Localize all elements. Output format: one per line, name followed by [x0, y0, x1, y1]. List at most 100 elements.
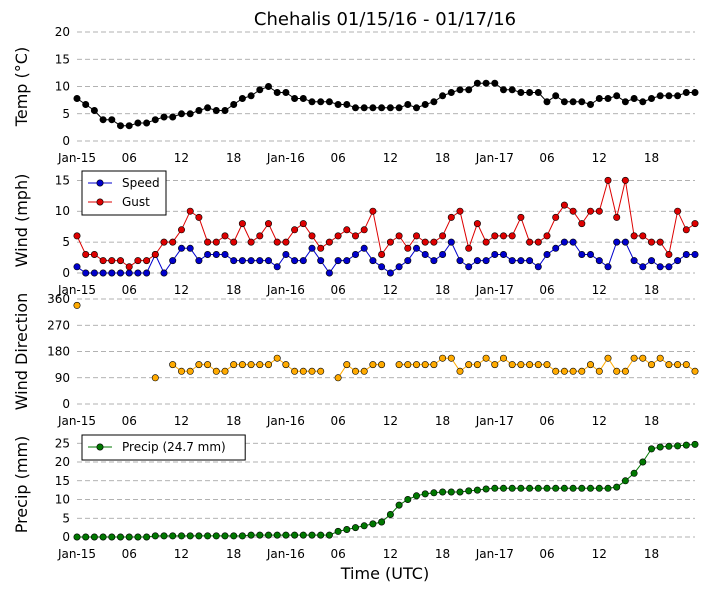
- y-tick-label: 0: [62, 397, 70, 411]
- data-point: [404, 257, 412, 265]
- data-point: [491, 232, 499, 240]
- data-point: [465, 244, 473, 252]
- y-tick-label: 0: [62, 266, 70, 280]
- data-point: [395, 232, 403, 240]
- y-tick-label: 15: [55, 474, 70, 488]
- data-point: [238, 95, 246, 103]
- data-point: [256, 531, 264, 539]
- x-tick-label: 18: [435, 283, 450, 297]
- data-point: [586, 484, 594, 492]
- data-point: [299, 367, 307, 375]
- data-point: [212, 367, 220, 375]
- data-point: [282, 251, 290, 259]
- x-tick-label: 12: [383, 414, 398, 428]
- data-point: [552, 244, 560, 252]
- data-point: [221, 251, 229, 259]
- data-point: [160, 238, 168, 246]
- data-point: [291, 367, 299, 375]
- data-point: [108, 257, 116, 265]
- data-point: [412, 232, 420, 240]
- data-point: [291, 257, 299, 265]
- data-point: [186, 532, 194, 540]
- data-point: [160, 269, 168, 277]
- data-point: [134, 533, 142, 541]
- data-point: [99, 116, 107, 124]
- data-point: [517, 213, 525, 221]
- data-point: [499, 251, 507, 259]
- series-0: [73, 238, 699, 277]
- data-point: [125, 122, 133, 130]
- data-point: [543, 98, 551, 106]
- data-point: [343, 101, 351, 109]
- x-tick-label: 06: [330, 283, 345, 297]
- data-point: [647, 257, 655, 265]
- data-point: [256, 232, 264, 240]
- data-point: [691, 220, 699, 228]
- data-point: [517, 89, 525, 97]
- data-point: [482, 485, 490, 493]
- data-point: [613, 238, 621, 246]
- panel-0: 0 5 10 15 20 Jan-15 06 12 18 Jan-16 06 12 18 Jan-17 06…: [12, 25, 699, 165]
- data-point: [386, 238, 394, 246]
- data-point: [169, 257, 177, 265]
- data-point: [552, 213, 560, 221]
- data-point: [586, 251, 594, 259]
- x-tick-label: Jan-16: [266, 547, 305, 561]
- x-tick-label: 12: [174, 547, 189, 561]
- x-tick-label: Jan-16: [266, 151, 305, 165]
- data-point: [656, 238, 664, 246]
- x-tick-label: Jan-17: [475, 283, 514, 297]
- data-point: [647, 361, 655, 369]
- data-point: [404, 244, 412, 252]
- data-point: [447, 238, 455, 246]
- data-point: [682, 441, 690, 449]
- x-tick-label: 06: [330, 547, 345, 561]
- data-point: [282, 89, 290, 97]
- data-point: [560, 484, 568, 492]
- data-point: [578, 484, 586, 492]
- x-tick-label: Jan-17: [475, 547, 514, 561]
- data-point: [665, 251, 673, 259]
- data-point: [334, 374, 342, 382]
- data-point: [569, 367, 577, 375]
- data-point: [517, 257, 525, 265]
- data-point: [534, 263, 542, 271]
- data-point: [273, 354, 281, 362]
- data-point: [378, 251, 386, 259]
- data-point: [308, 98, 316, 106]
- data-point: [264, 257, 272, 265]
- x-tick-label: 06: [122, 414, 137, 428]
- data-point: [151, 374, 159, 382]
- y-tick-label: 360: [47, 292, 70, 306]
- x-tick-label: 06: [330, 414, 345, 428]
- data-point: [665, 361, 673, 369]
- data-point: [117, 257, 125, 265]
- data-point: [665, 442, 673, 450]
- data-point: [613, 367, 621, 375]
- data-point: [639, 458, 647, 466]
- data-point: [343, 361, 351, 369]
- x-tick-label: 12: [592, 414, 607, 428]
- data-point: [90, 251, 98, 259]
- y-axis-label: Precip (mm): [12, 436, 31, 534]
- data-point: [230, 361, 238, 369]
- data-point: [647, 238, 655, 246]
- data-point: [221, 367, 229, 375]
- data-point: [578, 98, 586, 106]
- y-tick-label: 15: [55, 173, 70, 187]
- y-axis-label: Wind (mph): [12, 174, 31, 268]
- data-point: [256, 257, 264, 265]
- data-point: [351, 232, 359, 240]
- data-point: [473, 220, 481, 228]
- data-point: [543, 484, 551, 492]
- data-point: [499, 484, 507, 492]
- data-point: [230, 532, 238, 540]
- data-point: [238, 361, 246, 369]
- data-point: [378, 104, 386, 112]
- data-point: [195, 107, 203, 115]
- data-point: [99, 269, 107, 277]
- x-tick-label: 06: [539, 283, 554, 297]
- data-point: [186, 207, 194, 215]
- data-point: [343, 257, 351, 265]
